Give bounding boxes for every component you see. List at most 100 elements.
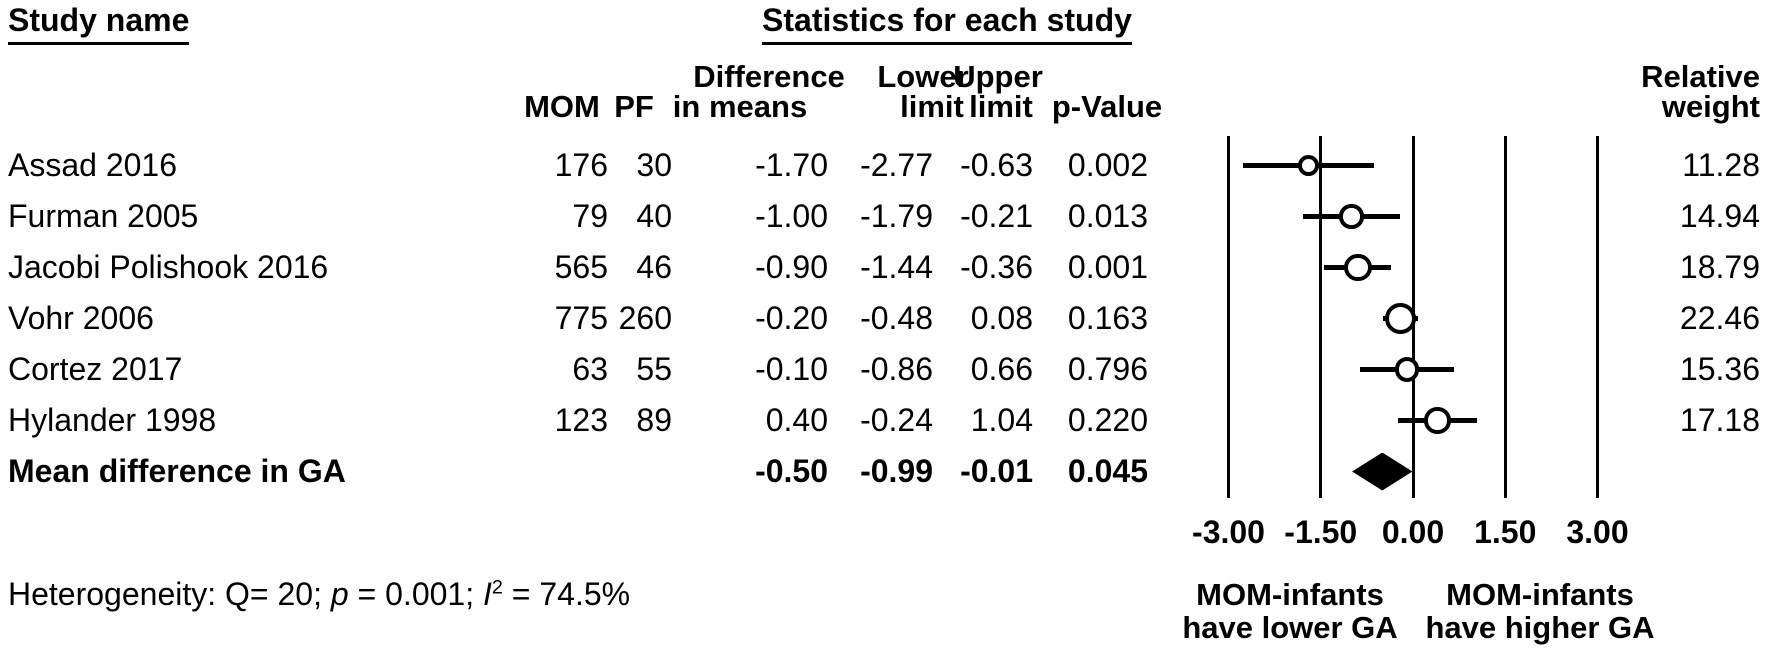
p-value: 0.002 <box>1067 147 1148 183</box>
i-squared-symbol: I <box>482 576 492 612</box>
table-row: Cortez 2017 63 55 -0.10 -0.86 0.66 0.796… <box>0 344 1772 395</box>
effect-circle <box>1394 357 1420 382</box>
mom-n: 565 <box>554 249 608 285</box>
p-value: 0.220 <box>1067 402 1148 438</box>
heterogeneity-prefix: Heterogeneity: Q= 20; <box>8 576 331 612</box>
lower-limit: -0.86 <box>860 351 933 387</box>
table-row: Jacobi Polishook 2016 565 46 -0.90 -1.44… <box>0 242 1772 293</box>
pf-n: 46 <box>636 249 672 285</box>
summary-row: Mean difference in GA -0.50 -0.99 -0.01 … <box>0 446 1772 497</box>
relative-weight: 14.94 <box>1679 198 1760 234</box>
mom-n: 176 <box>554 147 608 183</box>
axis-tick-label: -3.00 <box>1192 514 1265 550</box>
lower-limit: -0.48 <box>860 300 933 336</box>
relative-weight: 22.46 <box>1679 300 1760 336</box>
upper-limit: 0.08 <box>970 300 1033 336</box>
direction-label-right: MOM-infants have higher GA <box>1390 578 1690 644</box>
direction-label-right-line1: MOM-infants <box>1446 577 1634 612</box>
gridline <box>1319 136 1323 498</box>
gridline <box>1503 136 1507 498</box>
p-value: 0.001 <box>1067 249 1148 285</box>
p-value: 0.013 <box>1067 198 1148 234</box>
study-name: Vohr 2006 <box>8 300 154 336</box>
upper-limit: -0.21 <box>960 198 1033 234</box>
column-header-p-value: p-Value <box>1051 89 1163 124</box>
effect-circle <box>1339 204 1364 229</box>
axis-tick-label: 1.50 <box>1474 514 1537 550</box>
upper-limit: -0.36 <box>960 249 1033 285</box>
upper-limit: -0.63 <box>960 147 1033 183</box>
column-header-upper-limit: limit <box>969 89 1033 124</box>
effect-circle <box>1385 302 1417 335</box>
summary-diamond <box>1352 452 1413 491</box>
upper-limit: 1.04 <box>970 402 1033 438</box>
summary-difference-in-means: -0.50 <box>755 453 828 489</box>
column-header-upper: Upper <box>953 59 1043 94</box>
mom-n: 775 <box>554 300 608 336</box>
p-value: 0.796 <box>1067 351 1148 387</box>
difference-in-means: -0.20 <box>755 300 828 336</box>
table-row: Assad 2016 176 30 -1.70 -2.77 -0.63 0.00… <box>0 140 1772 191</box>
pf-n: 55 <box>636 351 672 387</box>
effect-circle <box>1424 407 1451 434</box>
difference-in-means: -1.00 <box>755 198 828 234</box>
summary-label: Mean difference in GA <box>8 453 346 489</box>
p-value: 0.163 <box>1067 300 1148 336</box>
column-header-mom: MOM <box>524 89 600 124</box>
table-row: Furman 2005 79 40 -1.00 -1.79 -0.21 0.01… <box>0 191 1772 242</box>
lower-limit: -2.77 <box>860 147 933 183</box>
column-header-relative: Relative <box>1641 59 1760 94</box>
pf-n: 40 <box>636 198 672 234</box>
stats-section-title: Statistics for each study <box>747 2 1147 45</box>
column-header-lower: Lower <box>877 59 969 94</box>
gridline <box>1596 136 1599 498</box>
column-header-difference: Difference <box>693 59 845 94</box>
pf-n: 30 <box>636 147 672 183</box>
heterogeneity-mid: = 0.001; <box>348 576 483 612</box>
summary-upper-limit: -0.01 <box>960 453 1033 489</box>
column-header-in-means: in means <box>672 89 808 124</box>
relative-weight: 11.28 <box>1682 147 1760 183</box>
direction-label-left-line2: have lower GA <box>1182 610 1398 645</box>
heterogeneity-suffix: = 74.5% <box>502 576 631 612</box>
table-row: Vohr 2006 775 260 -0.20 -0.48 0.08 0.163… <box>0 293 1772 344</box>
upper-limit: 0.66 <box>970 351 1033 387</box>
summary-lower-limit: -0.99 <box>860 453 933 489</box>
difference-in-means: -0.10 <box>755 351 828 387</box>
study-name-column-title: Study name <box>8 2 190 45</box>
mom-n: 79 <box>572 198 608 234</box>
study-name: Furman 2005 <box>8 198 199 234</box>
heterogeneity-note: Heterogeneity: Q= 20; p = 0.001; I2 = 74… <box>8 576 631 612</box>
direction-label-left: MOM-infants have lower GA <box>1140 578 1440 644</box>
i-squared-exponent: 2 <box>491 576 503 599</box>
gridline <box>1227 136 1230 498</box>
study-name: Assad 2016 <box>8 147 178 183</box>
axis-tick-label: 3.00 <box>1566 514 1629 550</box>
difference-in-means: -0.90 <box>755 249 828 285</box>
axis-tick-label: 0.00 <box>1381 514 1445 550</box>
relative-weight: 18.79 <box>1679 249 1760 285</box>
mom-n: 123 <box>554 402 608 438</box>
study-name: Cortez 2017 <box>8 351 183 387</box>
pf-n: 260 <box>618 300 672 336</box>
axis-tick-label: -1.50 <box>1284 514 1358 550</box>
difference-in-means: -1.70 <box>755 147 828 183</box>
table-row: Hylander 1998 123 89 0.40 -0.24 1.04 0.2… <box>0 395 1772 446</box>
difference-in-means: 0.40 <box>765 402 828 438</box>
mom-n: 63 <box>572 351 608 387</box>
direction-label-left-line1: MOM-infants <box>1196 577 1384 612</box>
lower-limit: -1.44 <box>860 249 933 285</box>
direction-label-right-line2: have higher GA <box>1425 610 1655 645</box>
effect-circle <box>1298 155 1319 176</box>
summary-p-value: 0.045 <box>1067 453 1148 489</box>
relative-weight: 17.18 <box>1679 402 1760 438</box>
study-name: Jacobi Polishook 2016 <box>8 249 329 285</box>
p-symbol: p <box>330 576 349 612</box>
pf-n: 89 <box>636 402 672 438</box>
lower-limit: -0.24 <box>860 402 933 438</box>
column-header-lower-limit: limit <box>900 89 964 124</box>
lower-limit: -1.79 <box>860 198 933 234</box>
column-header-pf: PF <box>614 89 654 124</box>
